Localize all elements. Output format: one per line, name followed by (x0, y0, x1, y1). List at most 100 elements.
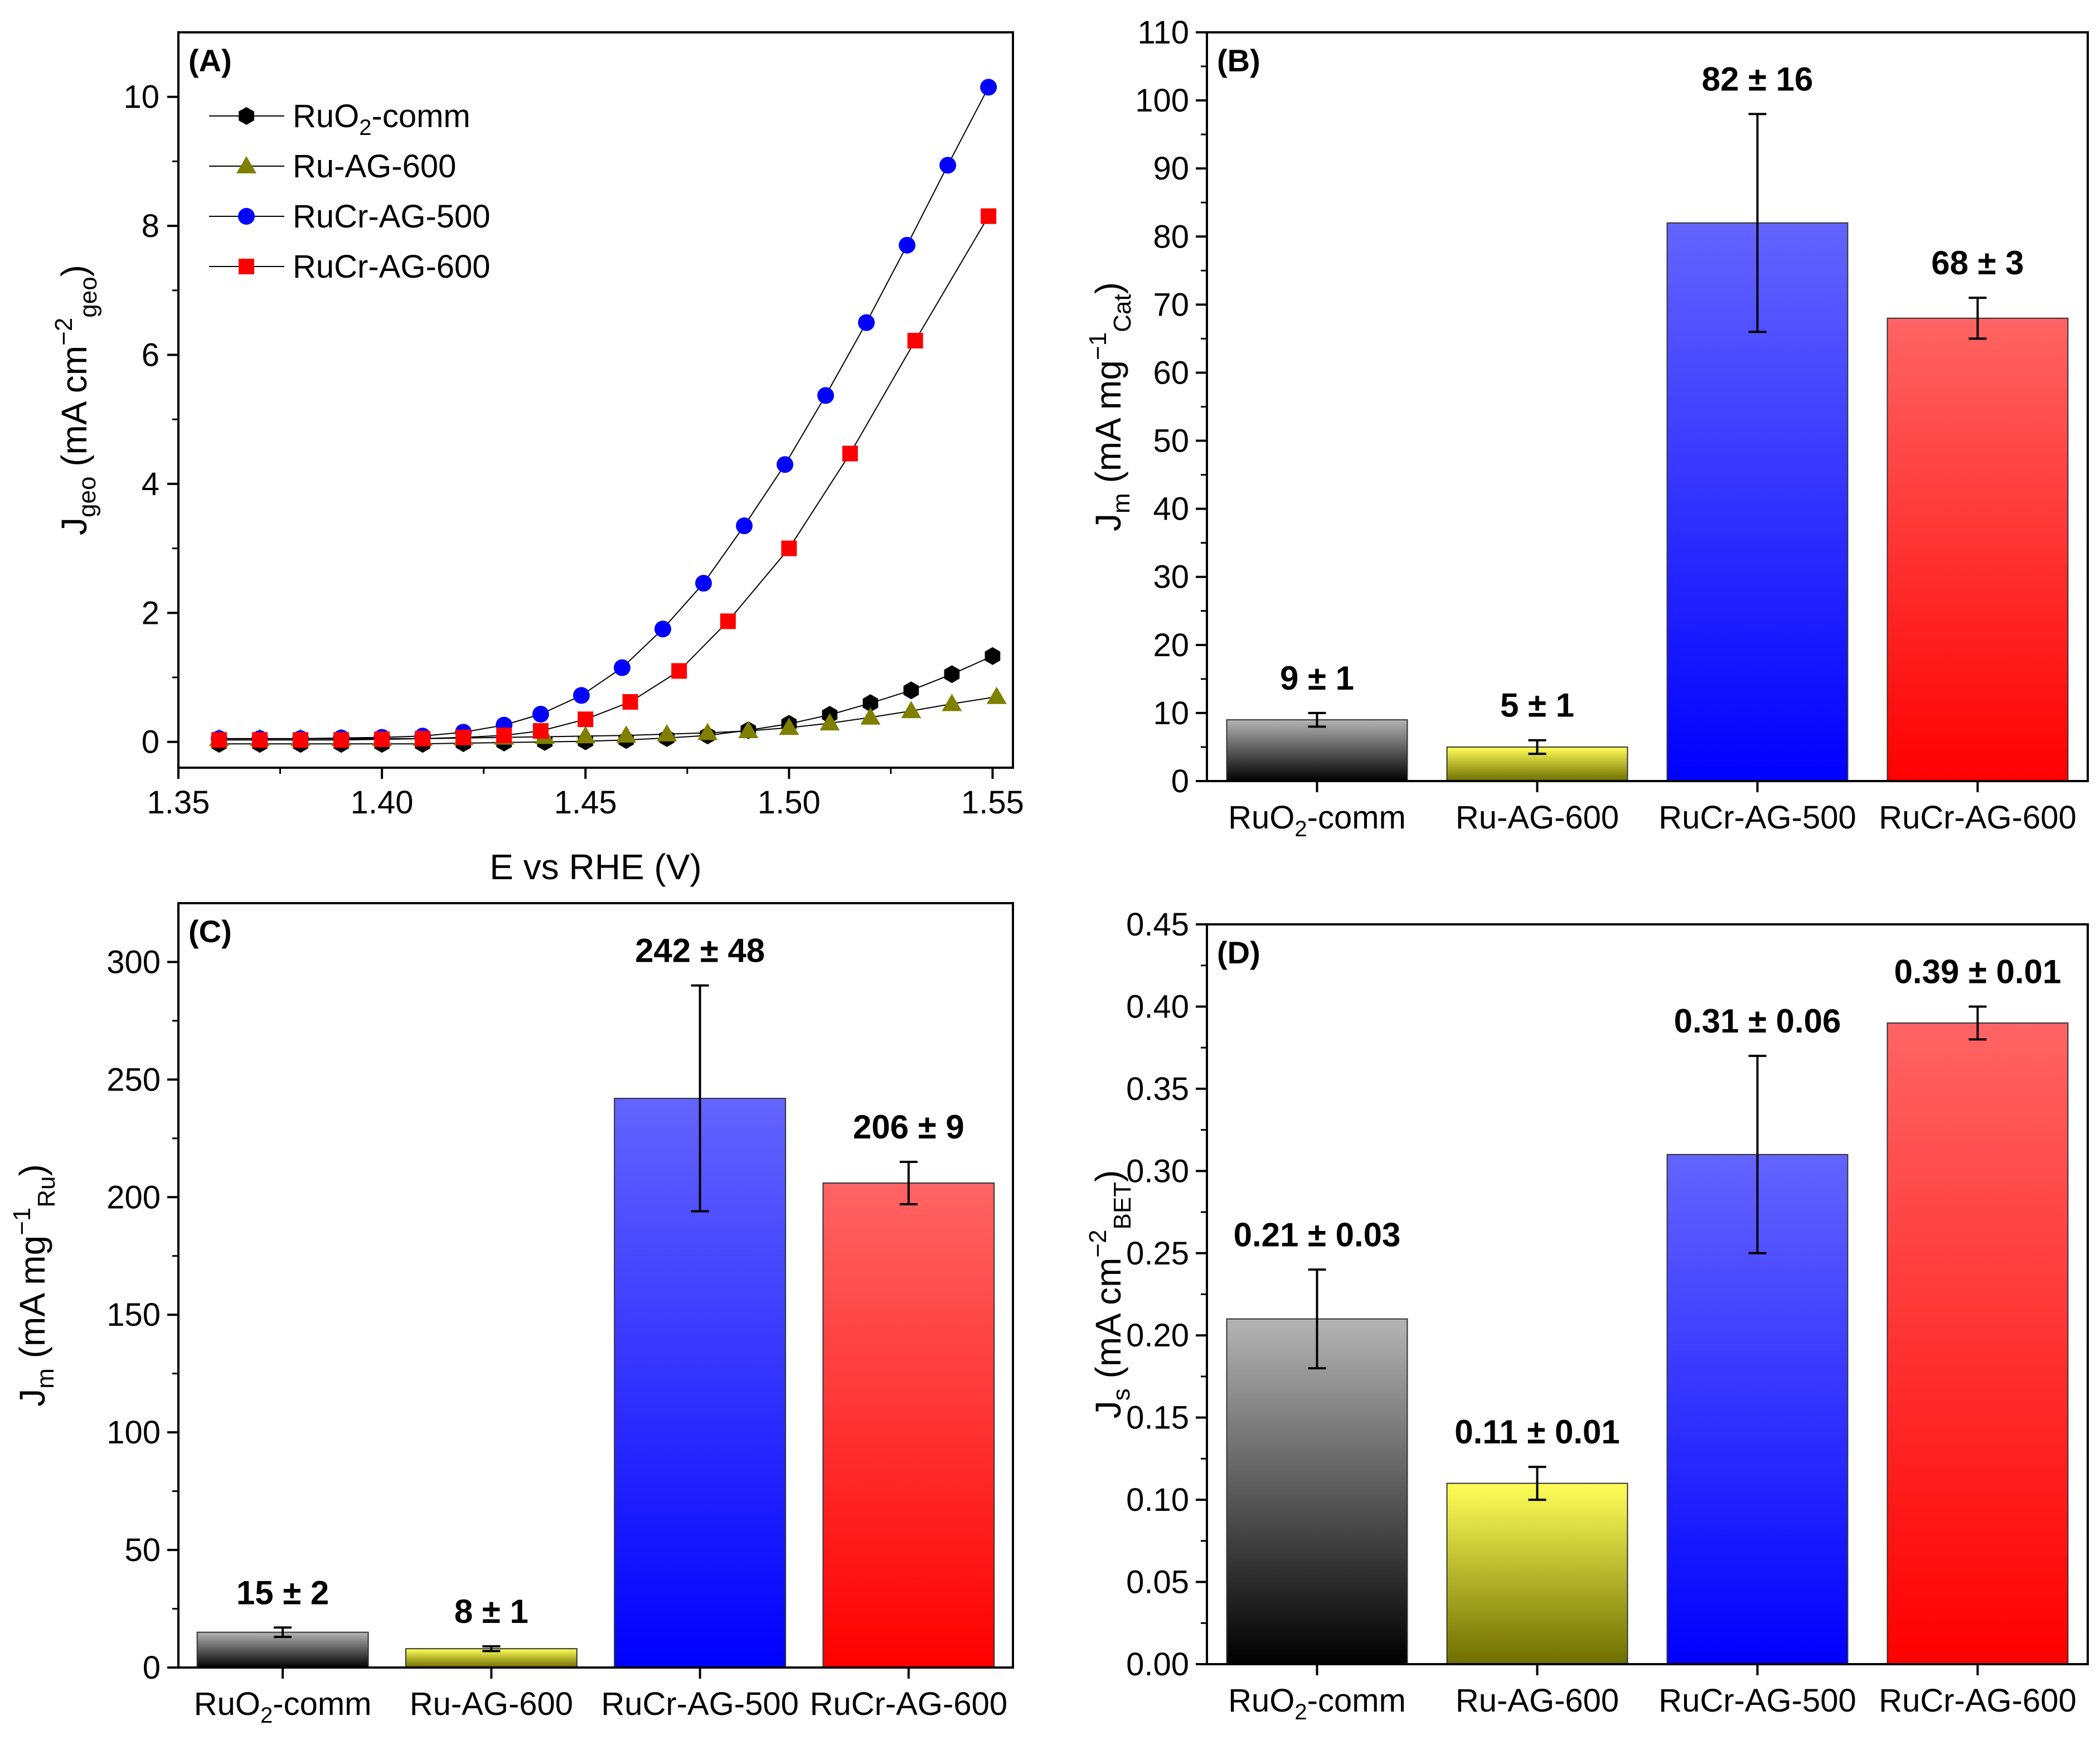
x-tick-label-main: RuO (1228, 799, 1294, 836)
x-tick-label: RuO2-comm (1228, 799, 1406, 841)
x-tick-label: RuO2-comm (1228, 1683, 1406, 1724)
data-point (899, 236, 916, 254)
bar-RuO2-comm (1226, 719, 1408, 782)
data-point (817, 387, 835, 404)
data-point (613, 659, 631, 676)
y-tick-label: 8 (142, 208, 159, 244)
y-tick-label: 100 (106, 1414, 161, 1451)
x-tick-label: RuCr-AG-500 (601, 1686, 799, 1722)
data-point (903, 681, 919, 700)
x-axis-label: E vs RHE (V) (489, 847, 701, 887)
value-label: 206 ± 9 (853, 1108, 964, 1146)
y-axis-label-main: J (12, 1389, 52, 1407)
x-tick-label: 1.40 (351, 784, 414, 821)
data-point (777, 456, 794, 473)
y-tick-label: 0.05 (1126, 1564, 1189, 1601)
legend-label: Ru-AG-600 (293, 148, 456, 185)
x-tick-label: RuCr-AG-500 (1658, 799, 1856, 836)
panel-label: (A) (188, 43, 232, 78)
y-tick-label: 40 (1153, 491, 1189, 527)
data-point (907, 333, 923, 349)
y-axis-label-close: ) (12, 1164, 52, 1176)
data-point (858, 314, 875, 331)
legend-label: RuCr-AG-600 (293, 249, 491, 285)
y-tick-label: 0.30 (1126, 1153, 1189, 1189)
x-tick-label: 1.45 (554, 784, 617, 821)
x-tick-label: Ru-AG-600 (410, 1686, 573, 1722)
y-axis-label-unit: (mA mg (1088, 360, 1128, 493)
y-axis-label-sup: −1 (1084, 332, 1112, 360)
data-point (252, 732, 268, 748)
legend-label: RuO2-comm (293, 98, 471, 140)
bar-RuCr-AG-600 (1886, 317, 2069, 782)
bar-RuCr-AG-600 (822, 1182, 995, 1668)
y-tick-label: 50 (124, 1532, 161, 1568)
data-point (695, 575, 712, 592)
legend-label: RuCr-AG-500 (293, 198, 491, 235)
y-tick-label: 6 (142, 337, 159, 374)
data-point (901, 701, 922, 719)
y-tick-label: 20 (1153, 627, 1189, 663)
x-tick-label-main: Ru-AG-600 (1456, 799, 1619, 836)
data-point (842, 445, 858, 462)
data-point (573, 687, 590, 704)
y-axis-label-close: ) (1088, 282, 1128, 294)
y-axis-label-main: J (1088, 513, 1128, 531)
y-tick-label: 0 (1171, 763, 1189, 799)
y-tick-label: 200 (106, 1179, 161, 1215)
x-tick-label-sub: 2 (260, 1703, 273, 1728)
x-tick-label: 1.50 (758, 784, 821, 821)
bar-Ru-AG-600 (1446, 1482, 1628, 1665)
value-label: 68 ± 3 (1931, 244, 2024, 282)
data-point (333, 732, 350, 748)
y-tick-label: 30 (1153, 559, 1189, 595)
y-axis-label-unit: (mA cm (1088, 1258, 1128, 1389)
data-point (984, 647, 1001, 665)
panel-b-bar-chart: 9 ± 1 RuO2-comm 5 ± 1 Ru-AG-600 82 ± 16 RuCr-… (1084, 14, 2089, 841)
data-point (657, 724, 677, 741)
y-tick-label: 300 (106, 944, 161, 980)
value-label: 0.31 ± 0.06 (1674, 1002, 1841, 1040)
x-tick-label-sub: 2 (1294, 1700, 1307, 1724)
data-point (616, 725, 637, 743)
y-tick-label: 0.15 (1126, 1400, 1189, 1436)
y-axis-label-close: ) (1088, 1170, 1128, 1182)
y-axis-label-sub: m (1108, 493, 1135, 513)
x-tick-label-main: RuCr-AG-600 (810, 1686, 1008, 1722)
y-axis-label-main: J (54, 517, 94, 535)
data-point (860, 707, 881, 725)
y-tick-label: 2 (142, 595, 159, 631)
y-axis-label-sup: −1 (8, 1208, 36, 1235)
series-line (219, 216, 990, 741)
data-point (819, 713, 840, 731)
x-tick-label: Ru-AG-600 (1456, 1683, 1619, 1719)
y-axis-label-sup: −2 (1084, 1230, 1112, 1258)
y-axis-label: Jgeo (mA cm−2geo) (50, 265, 102, 535)
y-axis-label-unit-sub: geo (75, 277, 102, 317)
x-tick-label: RuCr-AG-600 (1879, 799, 2077, 836)
y-tick-label: 80 (1153, 219, 1189, 255)
y-tick-label: 0.10 (1126, 1482, 1189, 1518)
data-point (781, 540, 797, 556)
legend-marker (236, 156, 256, 173)
y-tick-label: 0.40 (1126, 988, 1189, 1025)
y-axis-label-unit: (mA mg (12, 1235, 52, 1368)
data-point (374, 731, 390, 748)
x-tick-label-sub: 2 (1294, 817, 1307, 841)
x-tick-label: 1.35 (147, 784, 210, 821)
legend-label-main: RuO (293, 98, 359, 134)
panel-a-line-chart: 1.35 1.40 1.45 1.50 1.55 0 2 4 6 8 10 E vs RHE (V) J… (50, 31, 1024, 887)
bar-RuO2-comm (196, 1631, 369, 1669)
y-axis-label-close: ) (54, 265, 94, 277)
y-tick-label: 250 (106, 1062, 161, 1098)
data-point (980, 79, 997, 96)
data-point (496, 728, 512, 744)
legend-marker (238, 208, 255, 225)
x-tick-label-rest: -comm (273, 1686, 371, 1722)
x-tick-label-main: RuCr-AG-600 (1879, 1683, 2077, 1719)
data-point (720, 613, 736, 629)
y-tick-label: 0.20 (1126, 1317, 1189, 1354)
y-axis-label-sub: s (1108, 1388, 1135, 1400)
data-point (622, 694, 638, 710)
